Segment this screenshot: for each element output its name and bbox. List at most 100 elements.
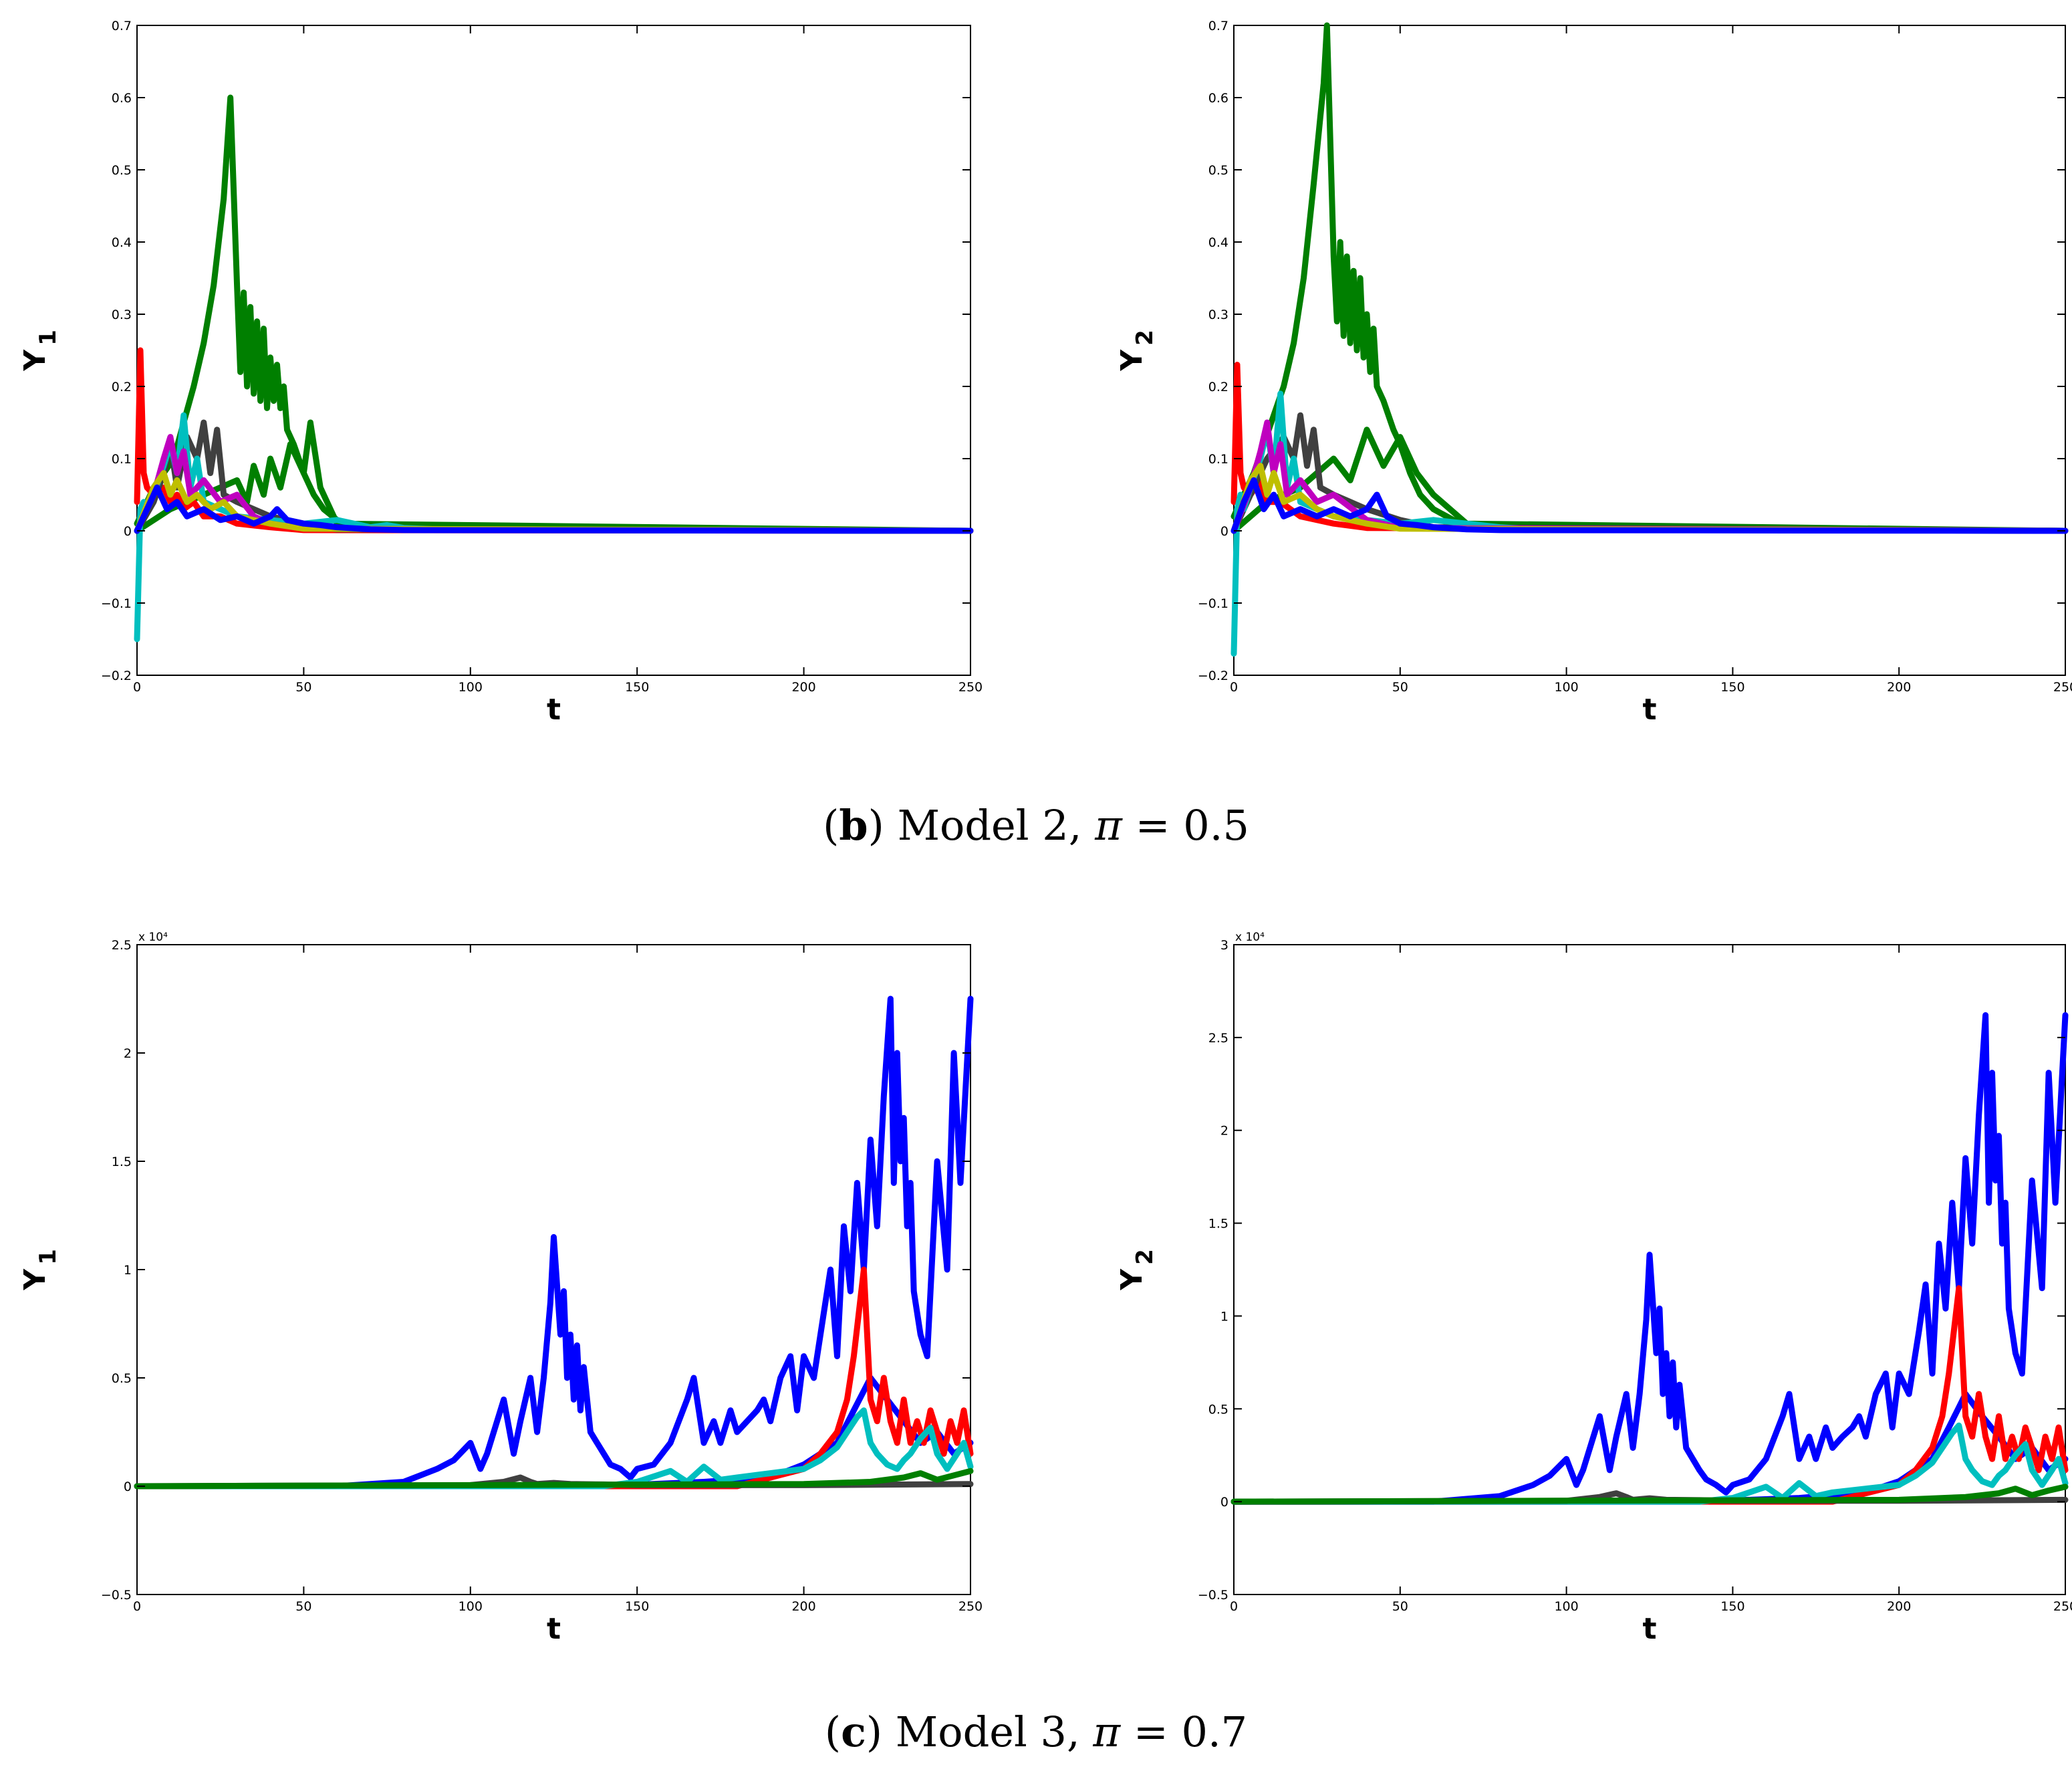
y-tick-label: 0.5 [1208, 163, 1228, 178]
y-axis-label: Y2 [1115, 330, 1158, 372]
caption-b-letter: b [839, 801, 868, 850]
y-tick-label: 0.7 [112, 19, 132, 33]
caption-b-symbol: π [1095, 801, 1122, 850]
y-tick-label: 1.5 [1208, 1217, 1228, 1231]
y-tick-label: 0.5 [112, 163, 132, 178]
caption-c-open: ( [824, 1707, 841, 1756]
series-line-red [134, 1266, 974, 1490]
plot-area [136, 25, 971, 676]
x-tick-label: 50 [295, 680, 311, 695]
caption-b-close: ) [868, 801, 884, 850]
x-tick-label: 100 [1554, 680, 1578, 695]
x-tick-label: 150 [625, 680, 649, 695]
y-tick-label: 0 [124, 524, 132, 539]
chart-b-left: 0 50 100 150 200 250 −0.2 −0.1 0 0.1 0.2 0.3 0.4 0.5 0… [18, 19, 983, 727]
y-tick-label: −0.1 [101, 596, 132, 611]
y-tick-label: −0.1 [1198, 596, 1228, 611]
x-axis-label: t [547, 1612, 561, 1646]
x-tick-label: 200 [1887, 680, 1911, 695]
series-line-magenta [1231, 419, 2069, 534]
chart-b-right: 0 50 100 150 200 250 −0.2 −0.1 0 0.1 0.2 0.3 0.4 0.5 0… [1115, 19, 2072, 727]
series-line-green [1231, 1484, 2069, 1505]
y-tick-label: 2.5 [112, 938, 132, 953]
caption-c-close: ) [866, 1707, 883, 1756]
y-tick-label: 0.6 [112, 91, 132, 106]
y-tick-label: 2 [124, 1046, 132, 1061]
x-tick-label: 150 [1720, 1599, 1744, 1614]
y-tick-label: −0.2 [101, 669, 132, 683]
series-line-cyan [1231, 1422, 2069, 1505]
y-tick-label: 0 [1220, 1495, 1228, 1510]
y-axis-label-subscript: 2 [1132, 330, 1158, 346]
y-axis-label: Y1 [18, 330, 61, 372]
x-tick-label: 200 [1887, 1599, 1911, 1614]
x-axis-label: t [547, 693, 561, 727]
y-axis-exponent: x 10⁴ [1235, 931, 1265, 944]
caption-c-symbol: π [1093, 1707, 1121, 1756]
x-tick-label: 0 [1230, 1599, 1238, 1614]
x-tick-label: 250 [958, 1599, 983, 1614]
y-tick-label: 0 [1220, 524, 1228, 539]
y-tick-label: 0.4 [112, 235, 132, 250]
x-tick-label: 250 [2053, 1599, 2072, 1614]
y-tick-label: 0.5 [1208, 1402, 1228, 1417]
x-tick-label: 150 [1720, 680, 1744, 695]
y-axis-label-subscript: 1 [35, 1249, 61, 1265]
y-tick-label: 2 [1220, 1124, 1228, 1139]
y-axis-label: Y1 [18, 1249, 61, 1291]
series-line-blue [134, 995, 974, 1490]
y-tick-label: 0.4 [1208, 235, 1228, 250]
y-tick-label: 2.5 [1208, 1031, 1228, 1046]
caption-c-value: = 0.7 [1133, 1707, 1248, 1756]
y-tick-label: −0.5 [101, 1588, 132, 1603]
y-tick-label: 3 [1220, 938, 1228, 953]
caption-b-value: = 0.5 [1135, 801, 1249, 850]
y-tick-label: 0.7 [1208, 19, 1228, 33]
caption-c: (c) Model 3, π = 0.7 [0, 1707, 2072, 1756]
series-line-yellow [134, 470, 974, 534]
y-tick-label: 0.6 [1208, 91, 1228, 106]
caption-c-model: Model 3, [895, 1707, 1080, 1756]
x-tick-label: 200 [791, 1599, 815, 1614]
series-line-blue [1231, 1012, 2069, 1505]
series-line-blue [134, 484, 974, 534]
y-tick-label: 0.1 [112, 452, 132, 467]
series-line-green [134, 1467, 974, 1490]
y-tick-label: 0 [124, 1480, 132, 1494]
x-tick-label: 250 [958, 680, 983, 695]
caption-b-model: Model 2, [897, 801, 1082, 850]
x-tick-label: 0 [133, 1599, 141, 1614]
series-line-yellow [1231, 463, 2069, 534]
caption-b-open: ( [823, 801, 839, 850]
x-tick-label: 0 [133, 680, 141, 695]
x-tick-label: 150 [625, 1599, 649, 1614]
y-axis-label-subscript: 2 [1132, 1249, 1158, 1265]
x-tick-label: 50 [295, 1599, 311, 1614]
caption-b: (b) Model 2, π = 0.5 [0, 801, 2072, 850]
y-tick-label: 0.3 [112, 308, 132, 322]
y-tick-label: 0.1 [1208, 452, 1228, 467]
y-tick-label: 1 [1220, 1309, 1228, 1324]
y-axis-exponent: x 10⁴ [138, 931, 168, 944]
x-tick-label: 250 [2053, 680, 2072, 695]
y-tick-label: 1.5 [112, 1155, 132, 1169]
y-axis-label-subscript: 1 [35, 330, 61, 346]
y-tick-label: 0.3 [1208, 308, 1228, 322]
x-axis-label: t [1642, 1612, 1656, 1646]
caption-c-letter: c [841, 1707, 866, 1756]
x-tick-label: 100 [1554, 1599, 1578, 1614]
x-tick-label: 0 [1230, 680, 1238, 695]
y-tick-label: −0.2 [1198, 669, 1228, 683]
y-tick-label: 0.2 [112, 380, 132, 394]
x-axis-label: t [1642, 693, 1656, 727]
y-axis-label: Y2 [1115, 1249, 1158, 1291]
series-line-cyan [134, 1407, 974, 1490]
x-tick-label: 50 [1392, 1599, 1408, 1614]
x-tick-label: 100 [459, 1599, 483, 1614]
x-tick-label: 200 [791, 680, 815, 695]
y-tick-label: 0.5 [112, 1371, 132, 1386]
series-line-blue [1231, 477, 2069, 534]
series-line-red [1231, 1285, 2069, 1505]
